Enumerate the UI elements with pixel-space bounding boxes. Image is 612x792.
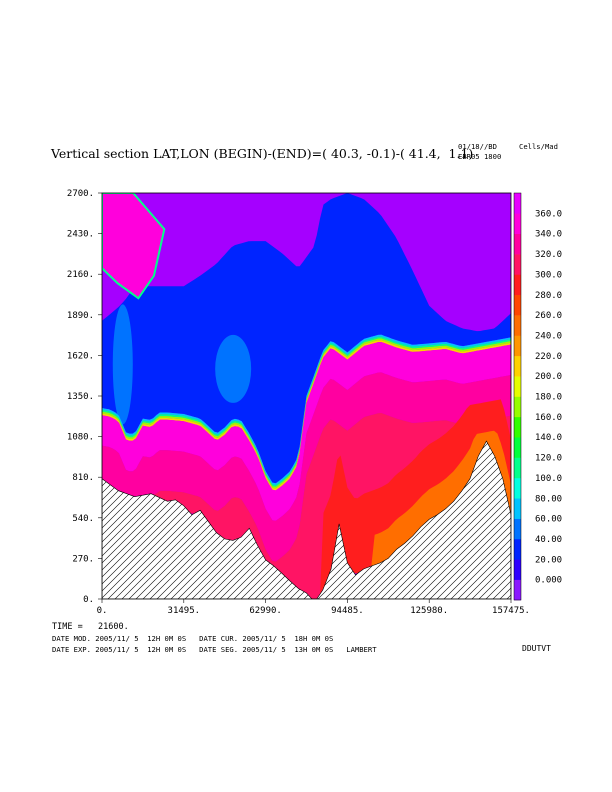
- pink-layer: [102, 372, 511, 562]
- top-left-pocket: [102, 193, 166, 300]
- colorbar-swatch: [514, 274, 521, 296]
- colorbar-swatch: [514, 437, 521, 458]
- date-annotation: 01/18//BD: [458, 142, 497, 151]
- colorbar-label: 240.0: [535, 331, 562, 341]
- colorbar-label: 20.00: [535, 555, 562, 565]
- colorbar-label: 280.0: [535, 291, 562, 301]
- chart-title: Vertical section LAT,LON (BEGIN)-(END)=(…: [51, 146, 474, 161]
- colorbar-frame: [513, 192, 522, 601]
- date-mod-line: DATE MOD. 2005/11/ 5 12H 0M 0S DATE CUR.…: [52, 634, 334, 643]
- colorbar-swatch: [514, 416, 521, 438]
- y-tick-label: 2160.: [67, 270, 94, 280]
- light-blue-pocket-center: [215, 334, 252, 403]
- y-tick-label: 540.: [72, 514, 94, 524]
- colorbar-label: 160.0: [535, 413, 562, 423]
- colorbar-swatch: [514, 315, 521, 336]
- colorbar-label: 60.00: [535, 515, 562, 525]
- colorbar-swatch: [514, 457, 521, 479]
- y-tick-label: 2430.: [67, 230, 94, 240]
- colorbar-swatch: [514, 498, 521, 519]
- y-tick-label: 1620.: [67, 351, 94, 361]
- magenta-layer: [102, 342, 511, 521]
- colorbar-swatch: [514, 559, 521, 580]
- colorbar-label: 340.0: [535, 230, 562, 240]
- colorbar-label: 140.0: [535, 433, 562, 443]
- colorbar-label: 200.0: [535, 372, 562, 382]
- colorbar-label: 80.00: [535, 494, 562, 504]
- y-tick-label: 2700.: [67, 189, 94, 199]
- colorbar-label: 260.0: [535, 311, 562, 321]
- light-blue-pocket-left: [112, 304, 133, 425]
- colorbar-swatch: [514, 213, 521, 234]
- colorbar-label: 100.0: [535, 474, 562, 484]
- x-tick-label: 125980.: [410, 606, 448, 616]
- date-exp-line: DATE EXP. 2005/11/ 5 12H 0M 0S DATE SEG.…: [52, 645, 377, 654]
- y-tick-label: 1350.: [67, 392, 94, 402]
- y-tick-label: 1080.: [67, 433, 94, 443]
- colorbar-swatch: [514, 355, 521, 377]
- orange-layer: [102, 430, 511, 599]
- colorbar-swatch: [514, 538, 521, 560]
- colorbar-swatch: [514, 477, 521, 499]
- x-tick-label: 0.: [97, 606, 108, 616]
- units-annotation: Cells/Mad: [519, 142, 558, 151]
- x-tick-label: 62990.: [249, 606, 282, 616]
- y-tick-label: 810.: [72, 473, 94, 483]
- colorbar-swatch: [514, 233, 521, 255]
- y-tick-label: 270.: [72, 554, 94, 564]
- colorbar-swatch: [514, 579, 521, 601]
- colorbar-swatch: [514, 335, 521, 357]
- crimson-layer: [102, 413, 511, 599]
- x-tick-label: 31495.: [168, 606, 201, 616]
- colorbar-label: 300.0: [535, 270, 562, 280]
- colorbar-label: 40.00: [535, 535, 562, 545]
- colorbar-label: 180.0: [535, 393, 562, 403]
- colorbar-label: 320.0: [535, 250, 562, 260]
- time-line: TIME = 21600.: [52, 622, 129, 632]
- colorbar-label: 360.0: [535, 209, 562, 219]
- colorbar-swatch: [514, 294, 521, 316]
- x-tick-label: 94485.: [331, 606, 364, 616]
- colorbar-swatch: [514, 376, 521, 397]
- colorbar-label: 220.0: [535, 352, 562, 362]
- colorbar-label: 0.000: [535, 576, 562, 586]
- colorbar-swatch: [514, 254, 521, 275]
- colorbar-label: 120.0: [535, 454, 562, 464]
- x-tick-label: 157475.: [492, 606, 530, 616]
- colorbar-swatch: [514, 518, 521, 540]
- blue-region: [102, 193, 511, 484]
- model-code: DDUTVT: [522, 644, 551, 653]
- terrain-hatched: [102, 440, 511, 599]
- run-annotation: EBR05 1800: [458, 152, 502, 161]
- y-tick-label: 0.: [83, 595, 94, 605]
- colorbar-swatch: [514, 193, 521, 214]
- colorbar-swatch: [514, 396, 521, 418]
- y-tick-label: 1890.: [67, 311, 94, 321]
